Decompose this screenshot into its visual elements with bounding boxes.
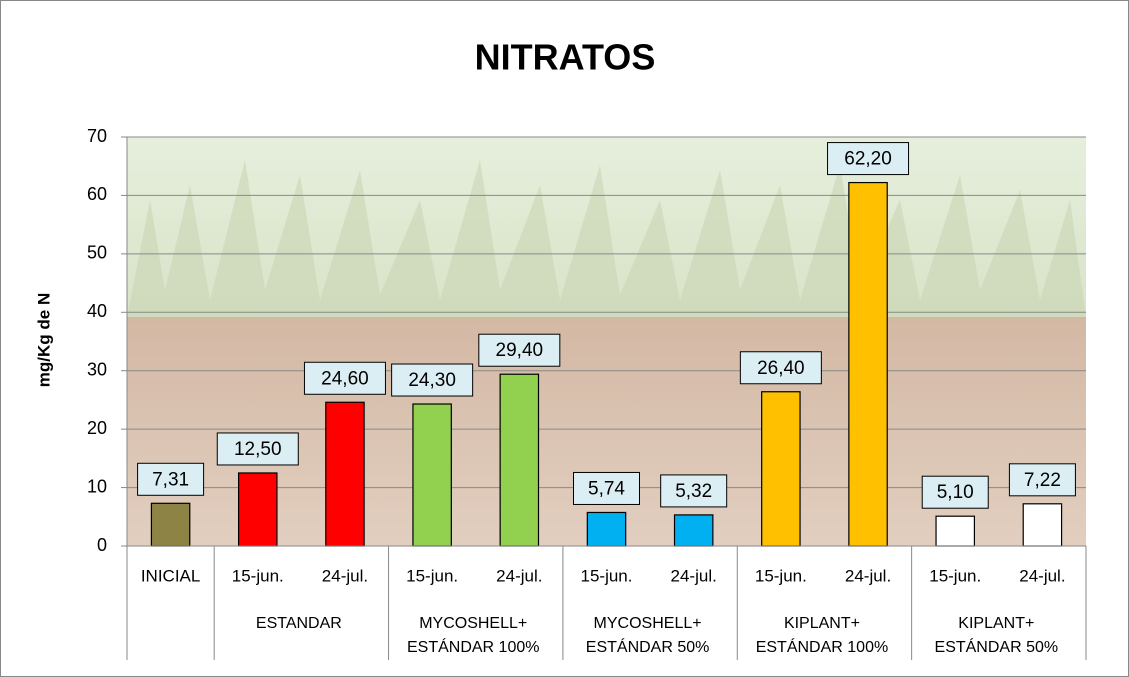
bar: [413, 404, 451, 546]
y-tick-label: 60: [87, 184, 107, 204]
y-tick-label: 10: [87, 476, 107, 496]
bar: [500, 374, 538, 546]
y-tick-label: 40: [87, 301, 107, 321]
value-label: 5,32: [675, 481, 712, 502]
y-tick-label: 0: [97, 535, 107, 555]
x-tick-label: 24-jul.: [671, 566, 717, 585]
x-tick-label: 24-jul.: [845, 566, 891, 585]
x-tick-label: INICIAL: [141, 566, 201, 585]
bar: [239, 473, 277, 546]
value-label: 24,30: [408, 370, 456, 391]
bar: [151, 503, 189, 546]
y-tick-label: 70: [87, 126, 107, 146]
bar: [326, 402, 364, 546]
x-tick-label: 15-jun.: [929, 566, 981, 585]
bar: [849, 183, 887, 546]
bar: [1023, 504, 1061, 546]
y-tick-label: 20: [87, 418, 107, 438]
x-tick-label: 24-jul.: [496, 566, 542, 585]
value-label: 7,22: [1024, 470, 1061, 491]
bar: [675, 515, 713, 546]
x-tick-label: 15-jun.: [755, 566, 807, 585]
group-label: KIPLANT+ ESTÁNDAR 100%: [739, 612, 904, 660]
value-label: 7,31: [152, 469, 189, 490]
group-label: KIPLANT+ ESTÁNDAR 50%: [914, 612, 1079, 660]
bar: [936, 516, 974, 546]
chart-container: NITRATOS mg/Kg de N 0 10 20 30 40 50 60 70 INICI…: [0, 0, 1129, 677]
value-label: 26,40: [757, 358, 805, 379]
value-label: 29,40: [496, 340, 544, 361]
x-tick-label: 15-jun.: [581, 566, 633, 585]
x-tick-label: 15-jun.: [232, 566, 284, 585]
group-label: MYCOSHELL+ ESTÁNDAR 100%: [391, 612, 556, 660]
value-label: 12,50: [234, 439, 282, 460]
x-tick-label: 15-jun.: [406, 566, 458, 585]
y-tick-label: 50: [87, 243, 107, 263]
group-label: MYCOSHELL+ ESTÁNDAR 50%: [565, 612, 730, 660]
value-label: 5,74: [588, 478, 625, 499]
x-tick-label: 24-jul.: [322, 566, 368, 585]
value-label: 62,20: [844, 149, 892, 170]
y-axis-label: mg/Kg de N: [34, 293, 53, 387]
group-label: ESTANDAR: [216, 612, 381, 636]
x-tick-label: 24-jul.: [1019, 566, 1065, 585]
chart: NITRATOS mg/Kg de N 0 10 20 30 40 50 60 70 INICI…: [0, 0, 1129, 677]
bar: [762, 392, 800, 546]
value-label: 24,60: [321, 368, 369, 389]
chart-title: NITRATOS: [475, 37, 656, 78]
value-label: 5,10: [937, 482, 974, 503]
bar: [587, 512, 625, 546]
y-tick-label: 30: [87, 359, 107, 379]
